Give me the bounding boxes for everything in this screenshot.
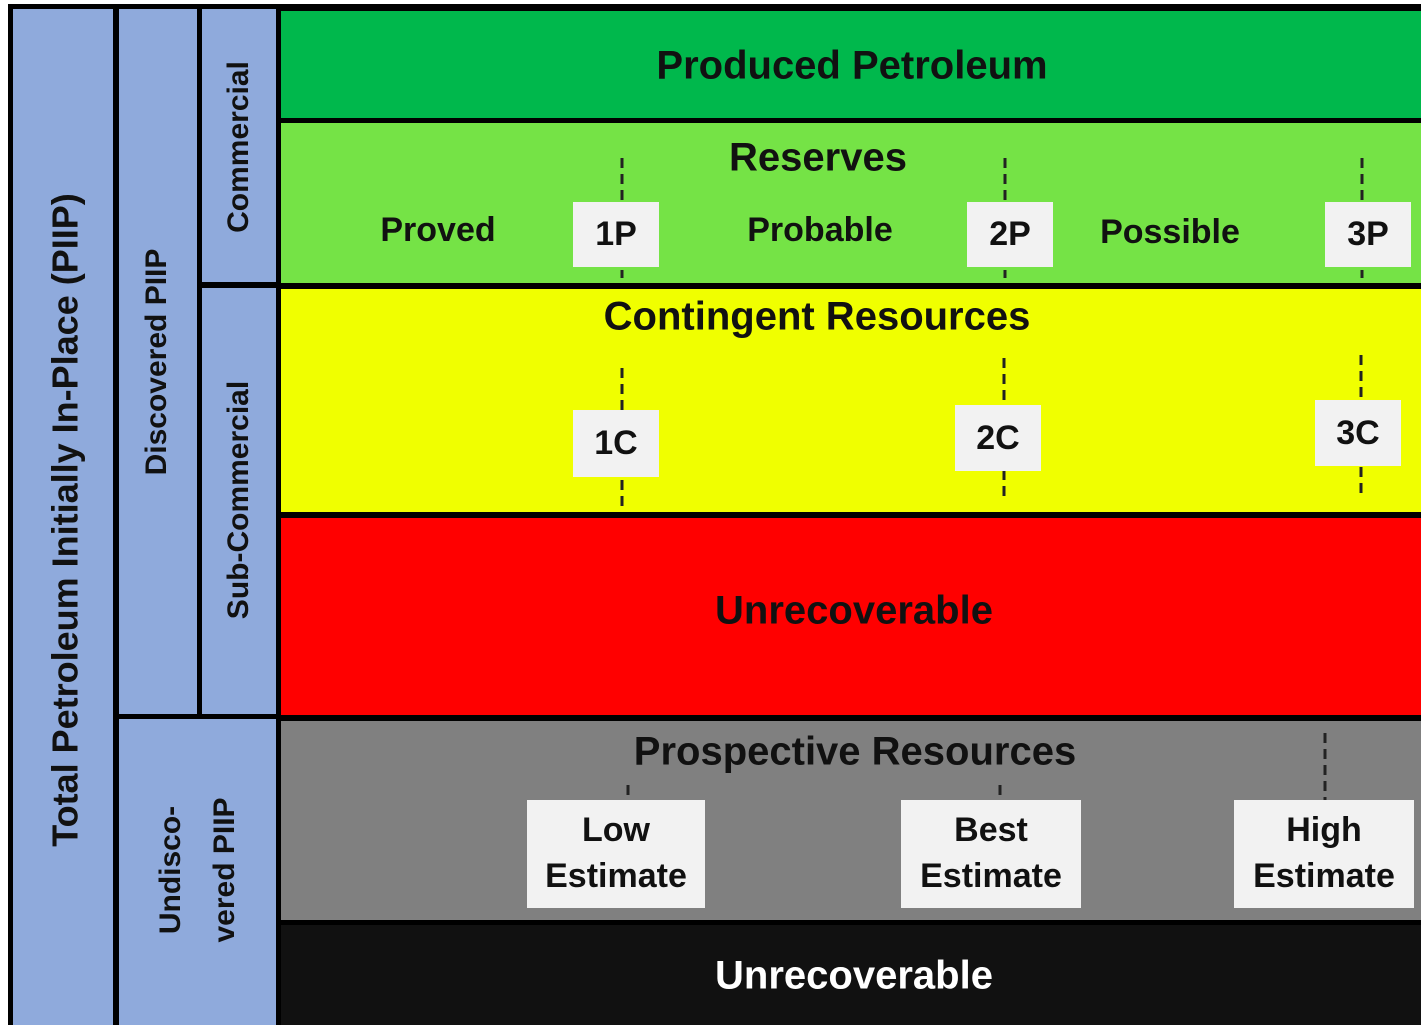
box-label: Best (954, 811, 1028, 849)
discovered-column (119, 9, 197, 714)
box-label: Estimate (1253, 857, 1395, 895)
contingent-row (281, 289, 1421, 512)
category-label: Proved (380, 211, 495, 249)
unrecoverable-row (281, 518, 1421, 715)
label-box (967, 202, 1053, 267)
undiscovered-label: vered PIIP (208, 797, 241, 942)
box-label: Low (582, 811, 651, 849)
row-title: Unrecoverable (715, 954, 993, 998)
produced-row (281, 11, 1421, 118)
category-label: Probable (747, 211, 892, 249)
commercial-label: Commercial (222, 61, 255, 233)
row-title: Unrecoverable (715, 589, 993, 633)
box-label: 2C (976, 419, 1019, 457)
label-box (573, 410, 659, 477)
box-label: 3P (1347, 215, 1389, 253)
total-column (13, 9, 113, 1025)
undiscovered-column (119, 719, 276, 1025)
category-label: Possible (1100, 213, 1240, 251)
box-label: Estimate (545, 857, 687, 895)
reserves-row (281, 123, 1421, 283)
box-label: 1P (595, 215, 637, 253)
row-title: Prospective Resources (634, 730, 1076, 774)
label-box (1234, 800, 1414, 908)
prospective-row (281, 721, 1421, 920)
sub-commercial-column (202, 288, 276, 714)
unrecoverable-black-row (281, 925, 1421, 1025)
commercial-column (202, 9, 276, 282)
label-box (573, 202, 659, 267)
total-label: Total Petroleum Initially In-Place (PIIP… (45, 193, 86, 846)
label-box (955, 405, 1041, 471)
box-label: 2P (989, 215, 1031, 253)
row-title: Produced Petroleum (656, 44, 1047, 88)
row-title: Reserves (729, 136, 907, 180)
label-box (527, 800, 705, 908)
box-label: 1C (594, 424, 637, 462)
sub-commercial-label: Sub-Commercial (222, 381, 255, 619)
label-box (1315, 400, 1401, 466)
row-title: Contingent Resources (604, 295, 1031, 339)
discovered-label: Discovered PIIP (140, 249, 173, 476)
box-label: Estimate (920, 857, 1062, 895)
label-box (1325, 202, 1411, 267)
undiscovered-label: Undisco- (154, 806, 187, 934)
box-label: High (1286, 811, 1362, 849)
label-box (901, 800, 1081, 908)
box-label: 3C (1336, 414, 1379, 452)
